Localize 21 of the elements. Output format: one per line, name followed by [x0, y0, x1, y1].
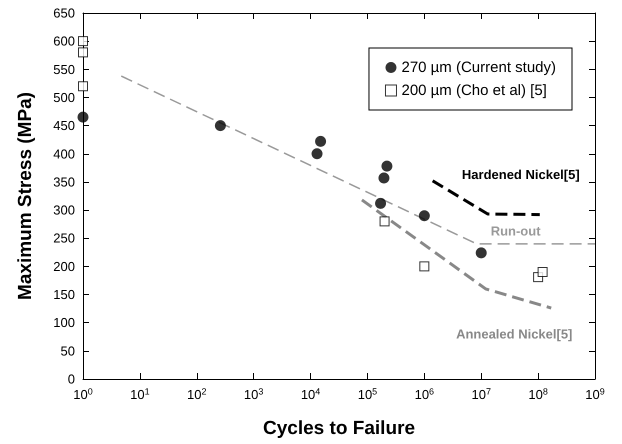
y-tick-label: 450 [53, 118, 75, 134]
y-tick-label: 400 [53, 146, 75, 162]
y-tick-label: 650 [53, 6, 75, 20]
y-tick-label: 0 [68, 372, 75, 386]
series-label: Hardened Nickel[5] [462, 167, 580, 182]
text: Annealed Nickel[5] [456, 326, 572, 342]
y-tick-label: 600 [53, 34, 75, 49]
y-axis-title: Maximum Stress (MPa) [15, 92, 36, 300]
y-tick-label: 500 [53, 90, 75, 105]
legend-label: 270 µm (Current study) [401, 59, 556, 76]
y-tick-label: 150 [53, 287, 75, 302]
series-label: Run-out [490, 223, 542, 238]
y-tick-label: 100 [53, 315, 75, 330]
y-tick-label: 350 [53, 174, 75, 190]
legend-label: 200 µm (Cho et al) [5] [401, 82, 547, 99]
y-tick-label: 200 [53, 258, 75, 274]
y-tick-label: 50 [60, 343, 75, 358]
y-tick-label: 300 [53, 202, 75, 218]
x-axis-title: Cycles to Failure [262, 418, 416, 439]
y-tick-label: 550 [53, 62, 75, 77]
y-tick-label: 250 [53, 230, 75, 246]
